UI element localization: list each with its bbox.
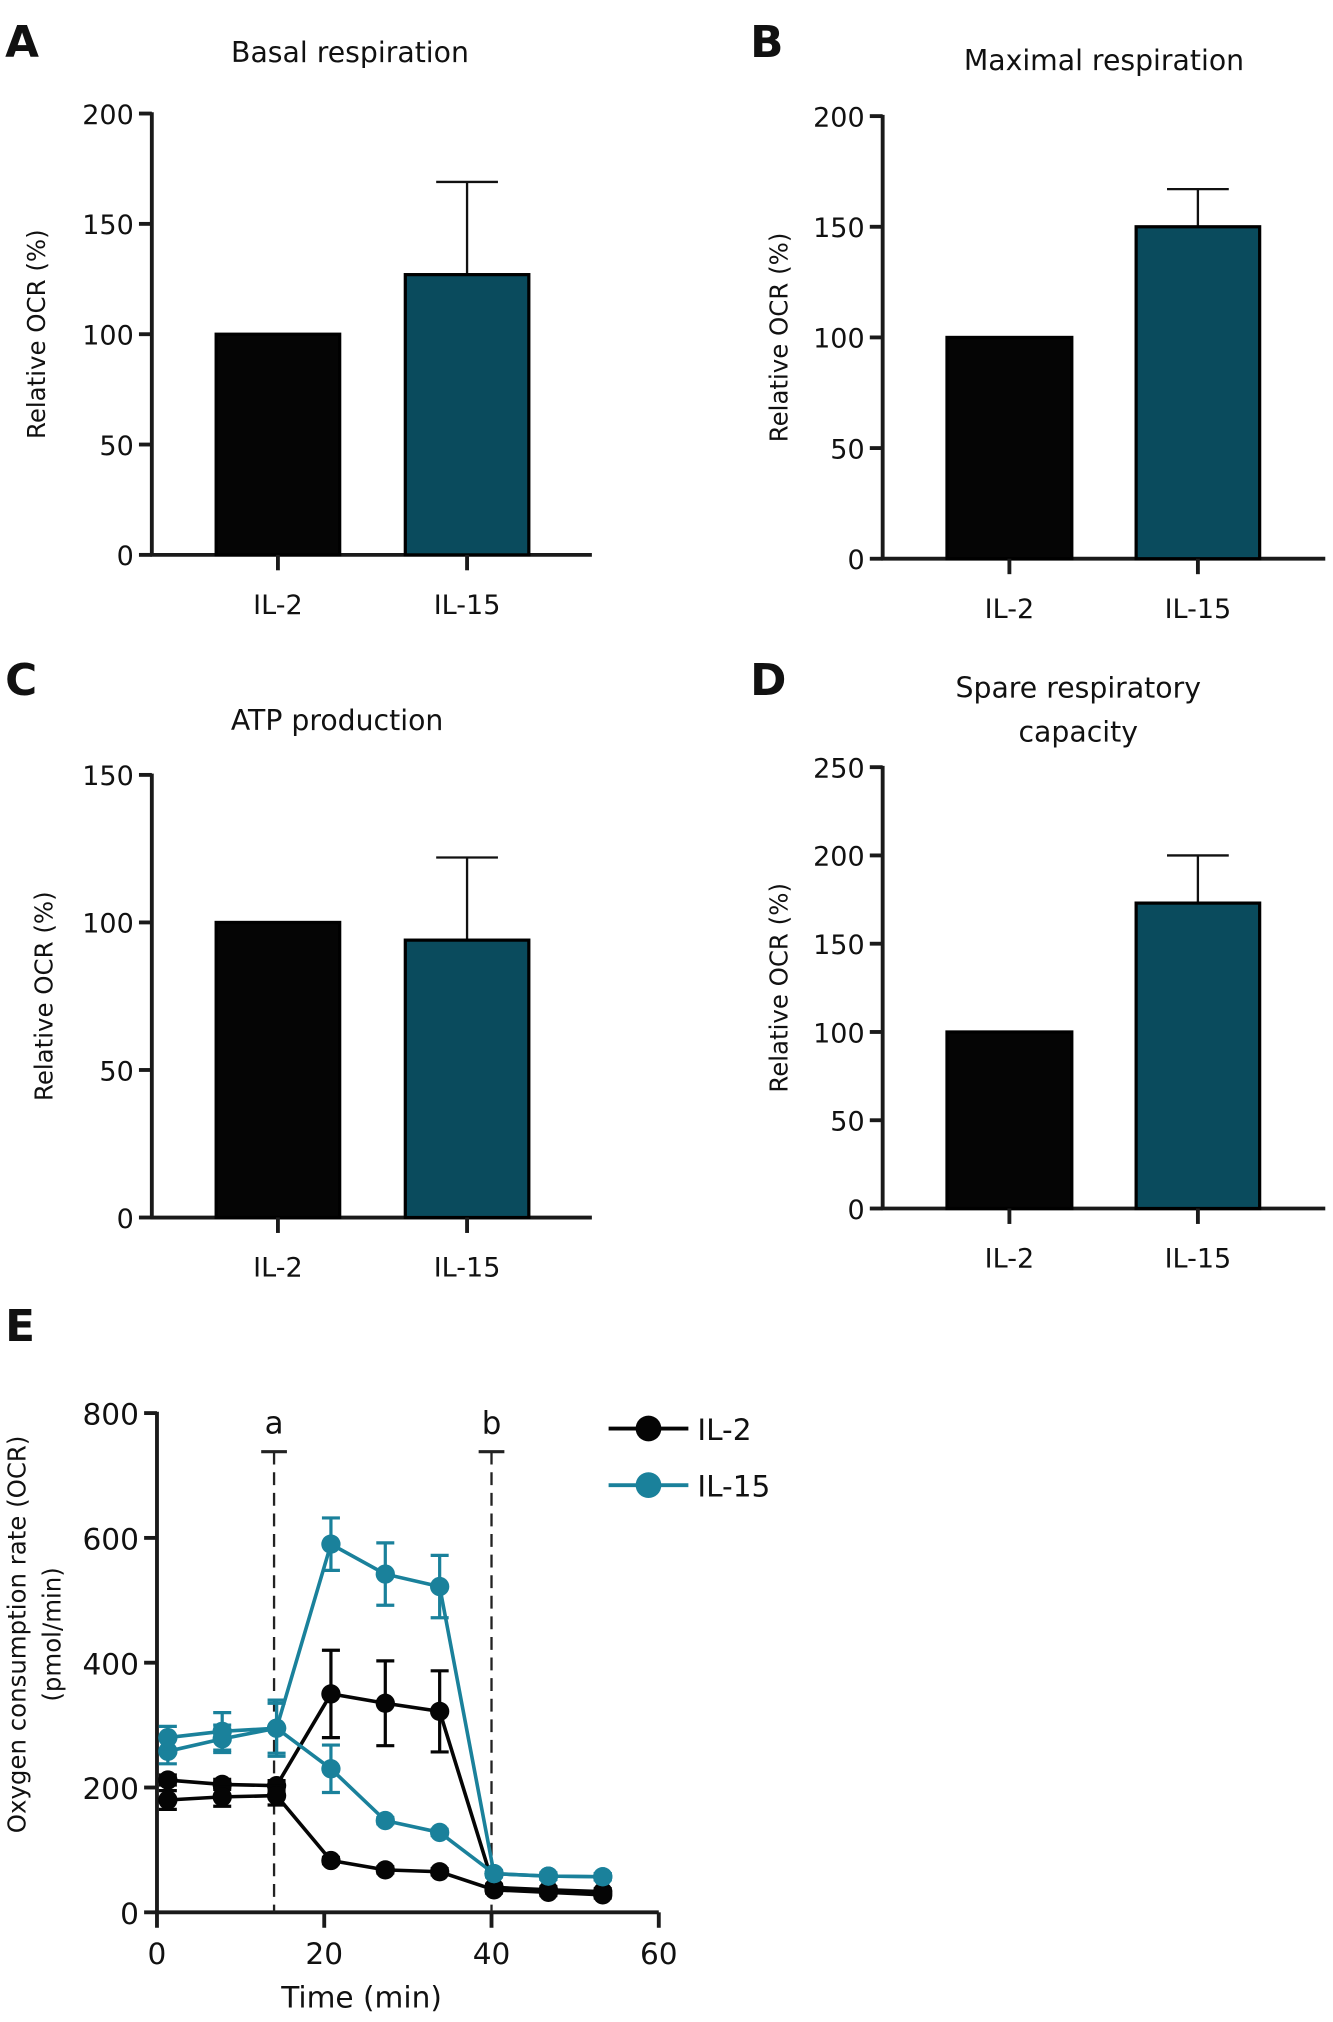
data-point-il-15-trace-2 bbox=[212, 1721, 232, 1741]
chart-title-c: ATP production bbox=[231, 704, 443, 737]
data-point-il-2-trace-1 bbox=[430, 1701, 450, 1722]
bar-d-il-2 bbox=[945, 1030, 1074, 1211]
x-tick-label-e: 40 bbox=[473, 1937, 511, 1971]
bar-c-il-15 bbox=[403, 938, 531, 1220]
data-point-il-15-trace-1 bbox=[321, 1534, 341, 1554]
data-point-il-2-trace-2 bbox=[593, 1885, 613, 1905]
legend-marker-il-2 bbox=[635, 1415, 662, 1442]
x-tick-label-c: IL-2 bbox=[253, 1253, 302, 1284]
y-tick-label-a: 50 bbox=[99, 431, 133, 462]
y-tick-label-d: 0 bbox=[847, 1195, 864, 1226]
series-line-il-2-trace-2 bbox=[167, 1793, 603, 1897]
bar-c-il-2 bbox=[214, 920, 342, 1220]
y-tick-label-b: 0 bbox=[847, 545, 864, 576]
y-tick-label-b: 150 bbox=[813, 213, 865, 244]
data-point-il-2-trace-1 bbox=[375, 1693, 395, 1713]
y-axis-label-e: Oxygen consumption rate (OCR) bbox=[3, 1436, 32, 1834]
y-tick-label-d: 100 bbox=[813, 1018, 865, 1049]
data-point-il-2-trace-2 bbox=[484, 1880, 504, 1900]
panel-letter-d: D bbox=[750, 655, 786, 706]
y-tick-label-d: 50 bbox=[830, 1107, 864, 1138]
y-tick-label-b: 50 bbox=[830, 434, 864, 465]
legend-label-il-2: IL-2 bbox=[697, 1413, 751, 1447]
data-point-il-15-trace-2 bbox=[321, 1759, 341, 1779]
data-point-il-2-trace-2 bbox=[158, 1790, 178, 1810]
data-point-il-15-trace-2 bbox=[266, 1718, 287, 1738]
data-point-il-2-trace-2 bbox=[212, 1787, 232, 1807]
bar-b-il-15 bbox=[1134, 225, 1262, 561]
chart-title-a: Basal respiration bbox=[231, 36, 469, 69]
series-line-il-15-trace-2 bbox=[167, 1726, 603, 1879]
x-tick-label-c: IL-15 bbox=[434, 1253, 501, 1284]
y-tick-label-c: 100 bbox=[82, 909, 134, 940]
bar-a-il-15 bbox=[403, 273, 531, 557]
y-tick-label-c: 0 bbox=[117, 1204, 134, 1235]
injection-label-a: a bbox=[265, 1406, 284, 1442]
x-tick-label-d: IL-2 bbox=[985, 1244, 1034, 1275]
y-axis-label-b: Relative OCR (%) bbox=[764, 233, 793, 443]
x-tick-label-b: IL-15 bbox=[1165, 594, 1232, 625]
data-point-il-2-trace-1 bbox=[321, 1684, 341, 1704]
x-tick-label-a: IL-2 bbox=[253, 590, 302, 621]
data-point-il-15-trace-1 bbox=[430, 1576, 450, 1597]
panel-letter-c: C bbox=[5, 655, 37, 706]
data-point-il-15-trace-1 bbox=[375, 1564, 395, 1584]
x-tick-label-b: IL-2 bbox=[985, 594, 1034, 625]
y-tick-label-d: 200 bbox=[813, 842, 865, 873]
chart-title-d: capacity bbox=[1019, 715, 1138, 748]
y-tick-label-e: 800 bbox=[82, 1398, 138, 1432]
panel-letter-a: A bbox=[5, 17, 39, 68]
y-tick-label-d: 150 bbox=[813, 930, 865, 961]
chart-title-d: Spare respiratory bbox=[956, 672, 1201, 705]
y-tick-label-c: 50 bbox=[99, 1056, 133, 1087]
y-tick-label-a: 200 bbox=[82, 100, 134, 131]
y-tick-label-c: 150 bbox=[82, 761, 134, 792]
data-point-il-15-trace-2 bbox=[375, 1810, 395, 1831]
data-point-il-2-trace-2 bbox=[266, 1785, 287, 1806]
y-tick-label-e: 200 bbox=[82, 1772, 138, 1806]
data-point-il-15-trace-2 bbox=[158, 1727, 178, 1748]
y-tick-label-a: 150 bbox=[82, 210, 134, 241]
data-point-il-15-trace-2 bbox=[538, 1866, 559, 1886]
x-tick-label-e: 20 bbox=[305, 1937, 343, 1971]
data-point-il-2-trace-2 bbox=[375, 1860, 395, 1880]
data-point-il-2-trace-2 bbox=[538, 1882, 559, 1902]
y-axis-label-c: Relative OCR (%) bbox=[30, 891, 59, 1101]
y-tick-label-b: 200 bbox=[813, 102, 865, 133]
y-axis-label-a: Relative OCR (%) bbox=[22, 229, 51, 439]
y-tick-label-a: 0 bbox=[117, 541, 134, 572]
data-point-il-15-trace-2 bbox=[484, 1863, 504, 1884]
data-point-il-2-trace-2 bbox=[321, 1850, 341, 1871]
y-tick-label-b: 100 bbox=[813, 324, 865, 355]
y-tick-label-e: 0 bbox=[120, 1897, 139, 1931]
panel-letter-b: B bbox=[750, 17, 783, 68]
x-tick-label-e: 60 bbox=[640, 1937, 678, 1971]
y-tick-label-e: 600 bbox=[82, 1522, 138, 1556]
x-tick-label-d: IL-15 bbox=[1165, 1244, 1232, 1275]
x-tick-label-a: IL-15 bbox=[434, 590, 501, 621]
data-point-il-2-trace-2 bbox=[430, 1862, 450, 1882]
x-axis-label-e: Time (min) bbox=[280, 1981, 442, 2015]
bar-d-il-15 bbox=[1134, 901, 1262, 1211]
y-tick-label-a: 100 bbox=[82, 321, 134, 352]
injection-label-b: b bbox=[482, 1406, 502, 1442]
y-axis-label-e: (pmol/min) bbox=[37, 1567, 66, 1701]
y-axis-label-d: Relative OCR (%) bbox=[764, 883, 793, 1093]
data-point-il-2-trace-1 bbox=[158, 1770, 178, 1790]
data-point-il-15-trace-1 bbox=[158, 1741, 178, 1761]
data-point-il-15-trace-2 bbox=[593, 1867, 613, 1887]
x-tick-label-e: 0 bbox=[148, 1937, 167, 1971]
bar-b-il-2 bbox=[945, 335, 1074, 561]
chart-title-b: Maximal respiration bbox=[964, 44, 1244, 77]
y-tick-label-e: 400 bbox=[82, 1647, 138, 1681]
legend-label-il-15: IL-15 bbox=[697, 1470, 770, 1504]
data-point-il-15-trace-2 bbox=[430, 1822, 450, 1843]
y-tick-label-d: 250 bbox=[813, 753, 865, 784]
bar-a-il-2 bbox=[214, 332, 342, 557]
legend-marker-il-15 bbox=[635, 1472, 662, 1499]
panel-letter-e: E bbox=[5, 1301, 35, 1352]
